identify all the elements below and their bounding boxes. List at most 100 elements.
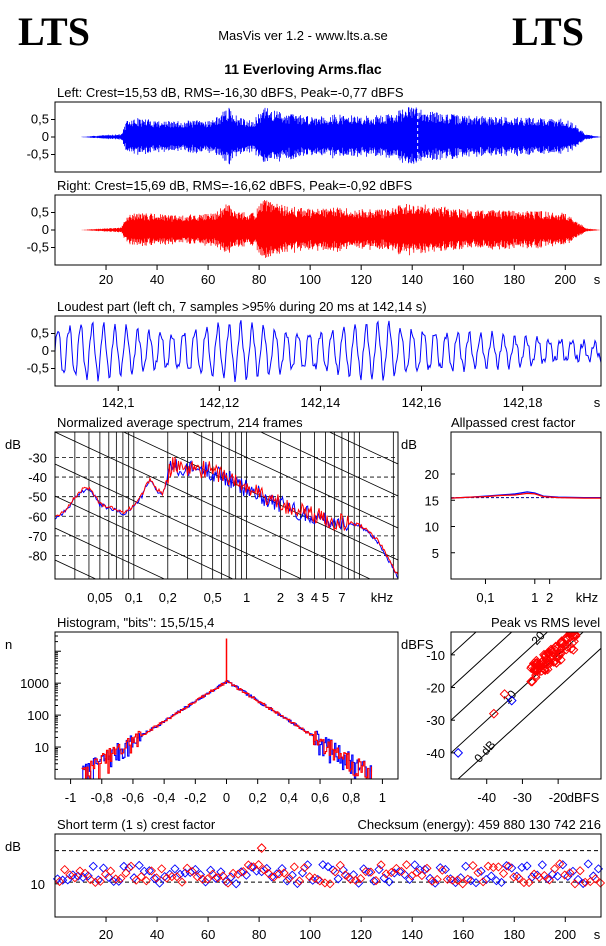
slope-line [328,432,398,465]
ytick-label: -30 [28,450,47,465]
crest-point-right [121,868,131,878]
ytick-label: 0 [42,129,49,144]
xtick-label: -0,6 [122,790,144,805]
left-waveform-title: Left: Crest=15,53 dB, RMS=-16,30 dBFS, P… [57,85,404,100]
xtick-label: -0,2 [184,790,206,805]
crest-point-right [335,860,345,870]
crest-point-left [149,873,160,884]
xtick-label: 3 [297,590,304,605]
xtick-label: 80 [252,272,266,287]
crest-point-right [248,862,259,872]
ytick-label: -40 [28,470,47,485]
xtick-label: -30 [513,790,532,805]
peak-rms-point [568,644,579,655]
crest-point-right [187,866,197,877]
crest-point-left [287,870,297,880]
crest-diagonal [451,632,549,721]
crest-point-right [243,860,253,870]
crest-point-left [410,860,420,870]
crest-point-left [420,864,430,875]
crest-point-right [575,866,585,876]
ytick-label: 0 [42,222,49,237]
crest-point-left [246,862,257,872]
x-unit-label: kHz [576,590,598,605]
crest-point-left [144,866,154,876]
peak-vs-rms-frame [450,631,602,780]
crest-point-left [405,874,415,885]
peak-rms-point [530,672,541,683]
ytick-label: -70 [28,529,47,544]
xtick-label: 120 [350,927,372,942]
crest-point-right [330,867,340,877]
crest-point-right [356,874,366,884]
crest-point-right [218,871,228,881]
peak-rms-point [553,650,564,661]
x-unit-label: s [594,272,601,287]
left-waveform-frame [54,101,602,173]
loudest-part-frame [54,315,602,387]
crest-point-left [471,878,481,888]
crest-point-right [325,879,335,889]
ytick-label: -80 [28,548,47,563]
crest-point-right [504,861,514,871]
crest-point-right [340,870,350,880]
crest-diagonal-label: 0 dB [471,738,498,766]
crest-point-right [223,878,233,888]
slope-line [55,495,234,579]
xtick-label: 0,8 [342,790,360,805]
crest-point-right [197,874,208,884]
crest-point-right [458,879,468,889]
xtick-label: 0,1 [125,590,143,605]
xtick-label: 1 [379,790,386,805]
logo-left: LTS [18,9,90,54]
xtick-label: 160 [452,927,474,942]
crest-point-right [177,877,187,887]
crest-point-left [63,875,73,885]
crest-point-right [259,865,269,875]
crest-point-left [195,870,206,880]
xtick-label: 0,05 [87,590,112,605]
xtick-label: 0,5 [204,590,222,605]
xtick-label: 160 [452,272,474,287]
slope-line [55,527,166,579]
xtick-label: 60 [201,272,215,287]
crest-point-left [333,874,343,884]
allpassed-crest-frame [450,431,602,580]
y-unit-label: dB [5,839,21,854]
x-unit-label: kHz [371,590,393,605]
crest-point-left [486,871,496,881]
crest-point-left [430,878,440,888]
crest-point-left [323,862,333,872]
allpassed-crest-group: Allpassed crest factor dB 20 15 10 5 0,1 1 2 kHz [401,415,601,605]
app-title: MasVis ver 1.2 - www.lts.a.se [218,28,388,43]
slope-line [122,432,398,561]
crest-point-right [208,869,218,879]
crest-point-left [374,864,384,875]
peak-rms-outlier [506,695,517,706]
crest-point-left [241,870,251,880]
peak-rms-point [559,640,570,651]
crest-point-left [231,879,241,889]
crest-point-right [116,873,126,884]
peak-rms-outlier [499,689,510,700]
peak-rms-point [550,642,561,653]
crest-point-left [537,860,547,870]
right-waveform-signal [81,200,601,258]
crest-point-right [590,874,600,884]
right-waveform-title: Right: Crest=15,69 dB, RMS=-16,62 dBFS, … [57,178,412,193]
crest-point-right [141,876,151,886]
crest-point-right [315,876,325,886]
crest-point-right [560,870,570,880]
charts-group: Left: Crest=15,53 dB, RMS=-16,30 dBFS, P… [5,85,606,942]
xtick-label: 200 [554,927,576,942]
ytick-label: 1000 [20,676,49,691]
ytick-label: -0,5 [27,147,49,162]
crest-diagonal-label: 40 [586,511,606,531]
ytick-label: 10 [425,520,439,535]
slope-line [55,432,372,579]
xtick-label: 180 [503,927,525,942]
crest-point-right [54,876,65,887]
crest-point-right [70,873,80,883]
file-title: 11 Everloving Arms.flac [224,61,382,77]
